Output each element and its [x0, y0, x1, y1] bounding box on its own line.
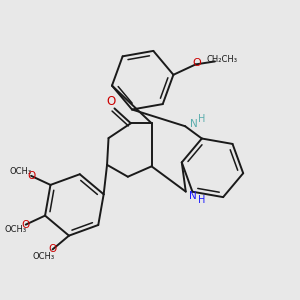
Text: CH₂CH₃: CH₂CH₃	[207, 56, 238, 64]
Text: OCH₃: OCH₃	[4, 225, 26, 234]
Text: H: H	[198, 196, 205, 206]
Text: N: N	[189, 191, 197, 201]
Text: O: O	[107, 95, 116, 108]
Text: N: N	[190, 119, 197, 129]
Text: O: O	[22, 220, 30, 230]
Text: O: O	[27, 171, 35, 181]
Text: O: O	[49, 244, 57, 254]
Text: O: O	[193, 58, 202, 68]
Text: OCH₃: OCH₃	[33, 252, 55, 261]
Text: H: H	[198, 114, 206, 124]
Text: OCH₃: OCH₃	[10, 167, 32, 176]
